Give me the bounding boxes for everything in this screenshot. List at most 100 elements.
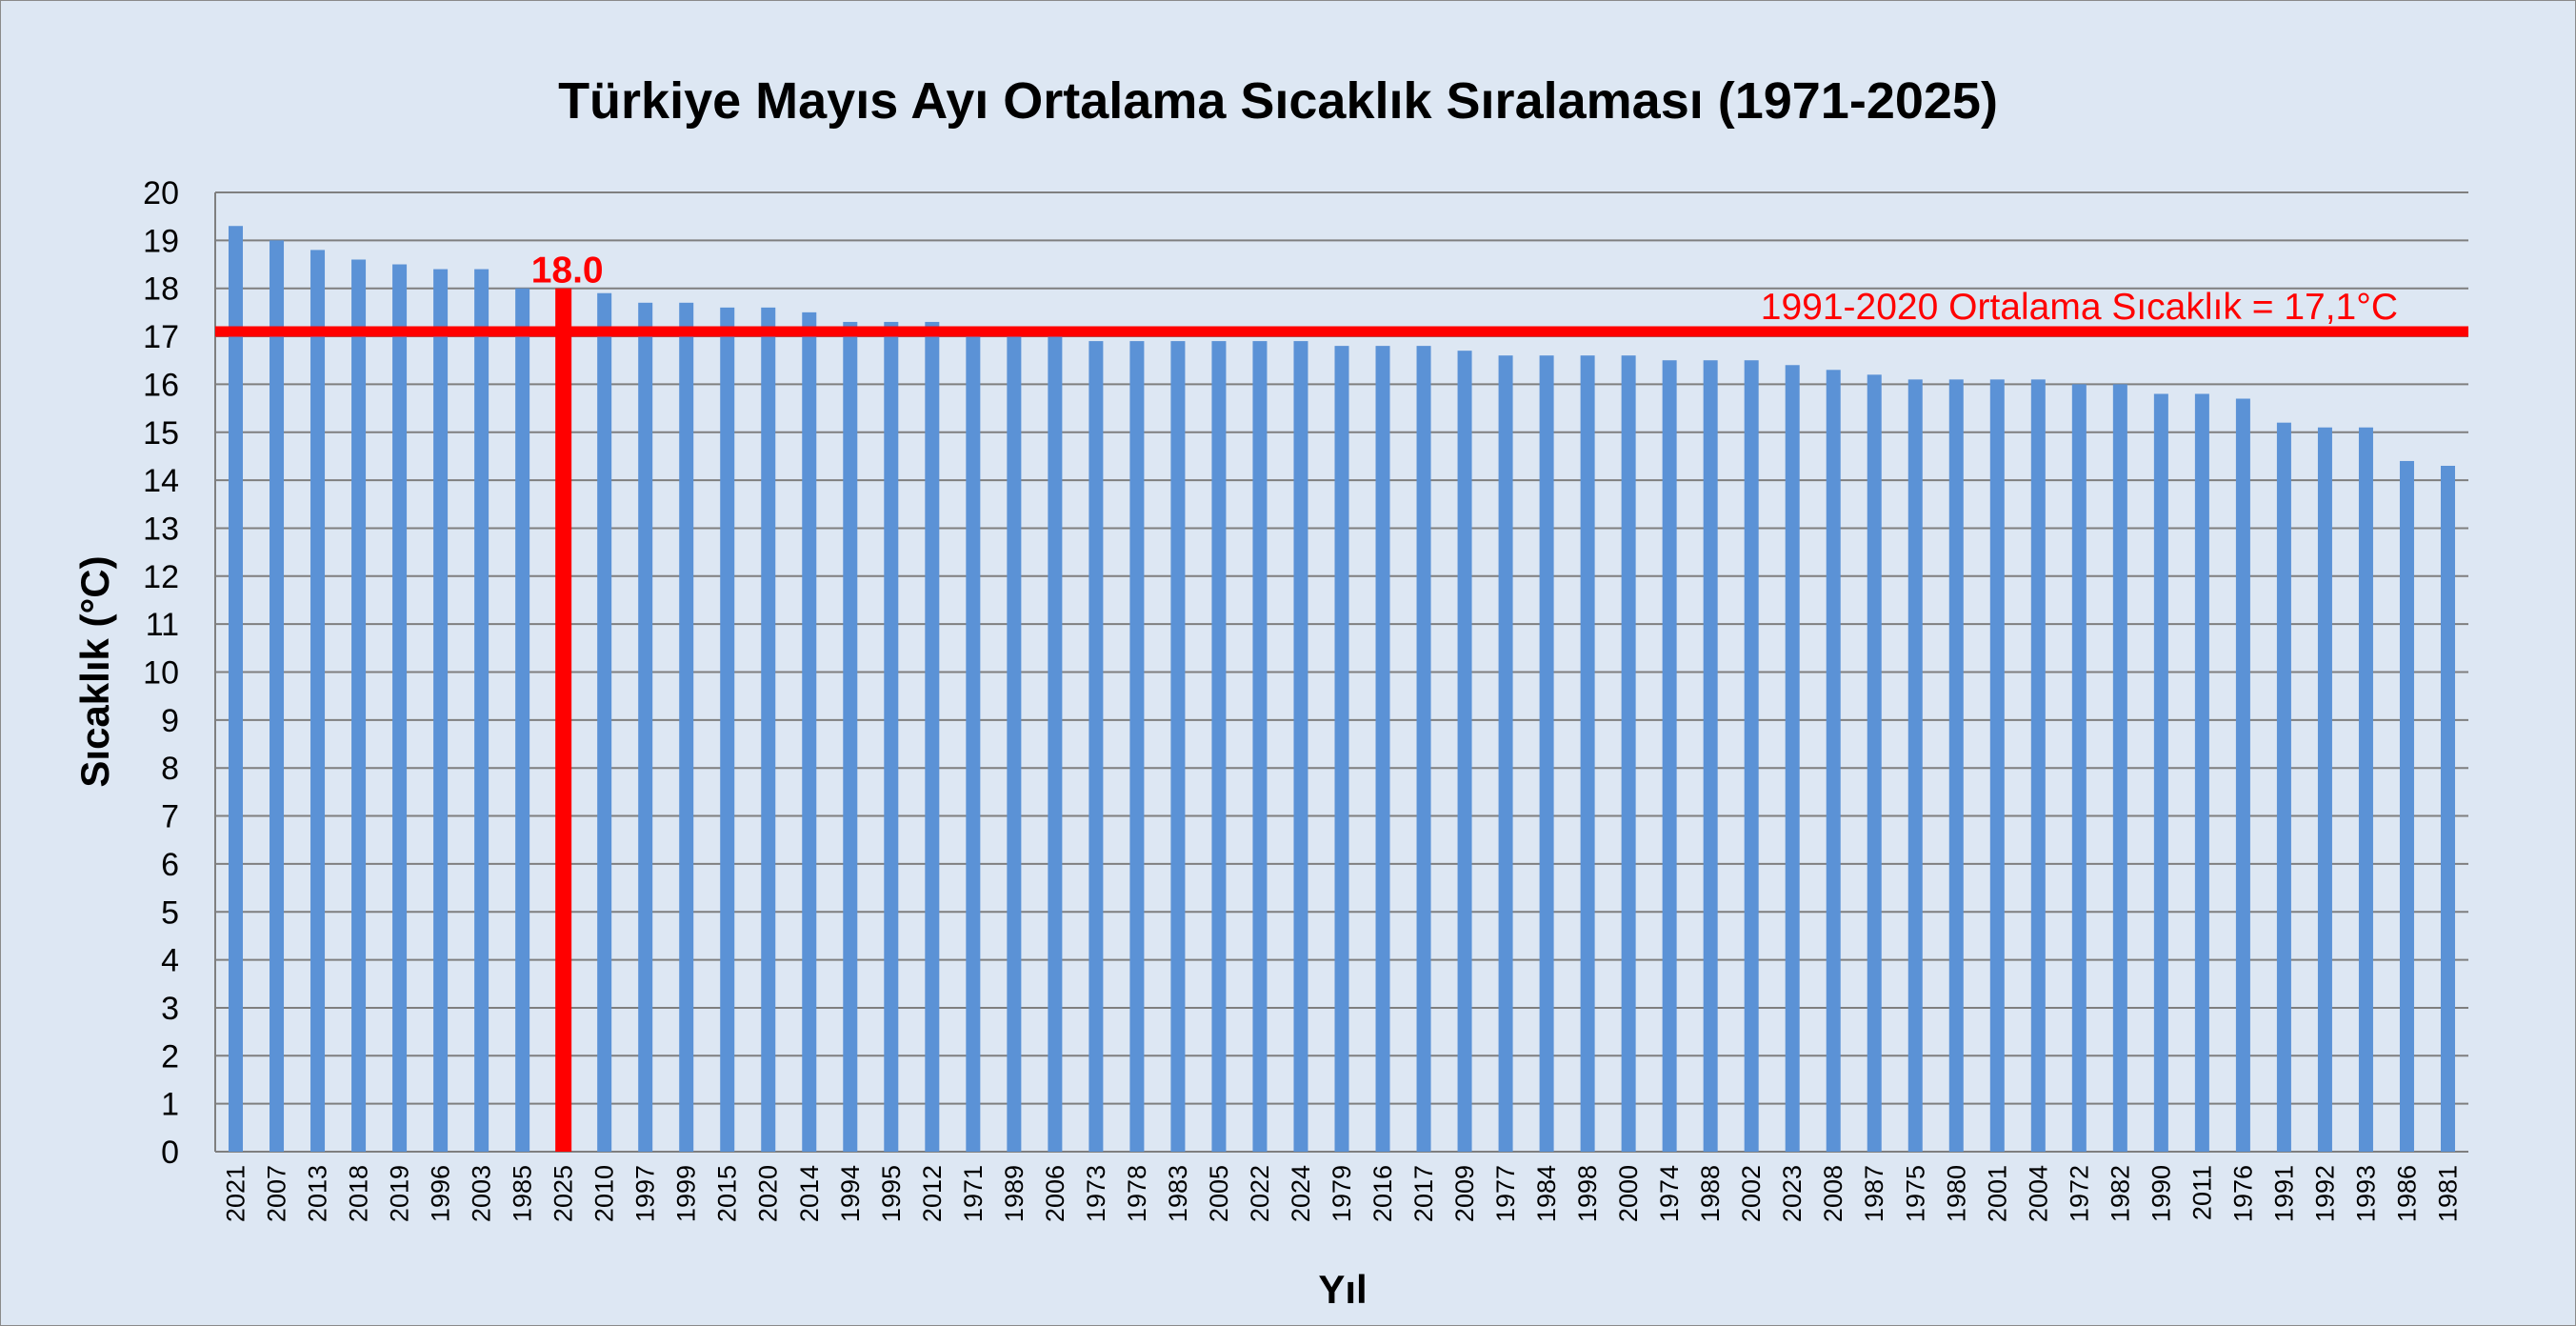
bar-1992 [2317, 427, 2332, 1153]
x-tick-label: 2009 [1450, 1165, 1479, 1222]
bar-2003 [474, 269, 489, 1152]
x-tick-label: 2011 [2187, 1165, 2216, 1220]
x-tick-label: 1985 [509, 1165, 537, 1222]
x-tick-label: 2022 [1246, 1165, 1274, 1222]
bar-2018 [351, 259, 367, 1152]
bar-1994 [843, 321, 858, 1152]
bar-1987 [1867, 374, 1882, 1153]
x-tick-label: 1972 [2065, 1165, 2093, 1222]
x-tick-label: 1971 [959, 1165, 988, 1222]
bar-1998 [1580, 355, 1595, 1152]
x-tick-label: 1988 [1696, 1165, 1725, 1222]
y-tick-label: 6 [161, 847, 179, 883]
bar-2022 [1252, 341, 1268, 1153]
bar-2012 [925, 321, 940, 1152]
x-tick-label: 1976 [2228, 1165, 2257, 1222]
x-tick-label: 1983 [1164, 1165, 1192, 1222]
bar-2000 [1621, 355, 1636, 1152]
bar-1980 [1948, 379, 1964, 1152]
bar-2013 [310, 250, 326, 1152]
x-tick-label: 1995 [877, 1165, 906, 1222]
y-tick-label: 20 [143, 175, 179, 211]
bar-2021 [229, 226, 244, 1152]
bar-1997 [638, 302, 653, 1152]
x-tick-label: 2004 [2024, 1165, 2052, 1222]
x-tick-label: 1986 [2392, 1165, 2421, 1222]
bar-1985 [515, 288, 530, 1152]
bar-1976 [2235, 398, 2250, 1152]
x-tick-label: 2010 [590, 1165, 619, 1222]
y-tick-label: 4 [161, 943, 179, 979]
bar-1971 [966, 332, 981, 1152]
bar-1983 [1170, 341, 1186, 1153]
y-tick-label: 7 [161, 799, 179, 835]
x-tick-label: 2013 [304, 1165, 332, 1222]
y-tick-label: 10 [143, 655, 179, 692]
bar-1979 [1334, 346, 1349, 1152]
x-tick-label: 1973 [1082, 1165, 1110, 1222]
x-tick-label: 2025 [549, 1165, 578, 1222]
y-tick-label: 11 [146, 607, 179, 643]
x-tick-label: 1978 [1123, 1165, 1151, 1222]
bar-2020 [761, 307, 776, 1153]
y-tick-label: 2 [161, 1038, 179, 1075]
y-tick-label: 3 [161, 991, 179, 1027]
x-tick-label: 1992 [2310, 1165, 2339, 1222]
bar-1990 [2153, 393, 2168, 1153]
bar-1986 [2399, 460, 2414, 1153]
x-tick-label: 2006 [1041, 1165, 1069, 1222]
x-tick-label: 2014 [795, 1165, 824, 1222]
x-tick-label: 1993 [2351, 1165, 2380, 1222]
bar-1988 [1703, 360, 1718, 1153]
bar-1996 [433, 269, 449, 1152]
bar-2009 [1457, 351, 1472, 1152]
reference-line-label: 1991-2020 Ortalama Sıcaklık = 17,1°C [1761, 287, 2398, 328]
bar-2008 [1826, 370, 1841, 1152]
x-tick-label: 1977 [1491, 1165, 1520, 1222]
bar-2016 [1375, 346, 1390, 1152]
x-tick-label: 2000 [1614, 1165, 1643, 1222]
y-tick-label: 14 [143, 463, 179, 499]
bar-2023 [1785, 365, 1800, 1152]
bar-2024 [1293, 341, 1308, 1153]
bar-1993 [2358, 427, 2373, 1153]
x-tick-label: 2020 [754, 1165, 783, 1222]
y-tick-label: 8 [161, 751, 179, 787]
x-tick-label: 1989 [1000, 1165, 1028, 1222]
bar-1989 [1007, 336, 1022, 1152]
x-tick-label: 1994 [836, 1165, 865, 1222]
x-tick-label: 2018 [345, 1165, 373, 1222]
bar-1974 [1662, 360, 1677, 1153]
y-tick-label: 17 [143, 319, 179, 355]
bar-1981 [2440, 465, 2455, 1152]
bar-2014 [802, 311, 817, 1152]
x-tick-label: 2015 [713, 1165, 742, 1222]
x-tick-label: 1997 [631, 1165, 660, 1222]
bar-1995 [884, 321, 899, 1152]
x-tick-label: 1981 [2433, 1165, 2462, 1222]
bar-1984 [1539, 355, 1554, 1152]
annotations: 1991-2020 Ortalama Sıcaklık = 17,1°C 18.0 [215, 251, 2468, 337]
x-tick-label: 2019 [386, 1165, 414, 1222]
x-tick-label: 1990 [2147, 1165, 2175, 1222]
bar-2007 [270, 240, 285, 1153]
x-tick-label: 2003 [468, 1165, 496, 1222]
x-tick-label: 1975 [1901, 1165, 1929, 1222]
y-tick-label: 9 [161, 703, 179, 739]
x-tick-label: 2012 [918, 1165, 947, 1222]
bar-1982 [2112, 384, 2127, 1152]
bar-2004 [2030, 379, 2046, 1152]
bar-1977 [1498, 355, 1513, 1152]
x-tick-label: 2007 [263, 1165, 291, 1222]
bar-2015 [720, 307, 735, 1153]
y-tick-label: 0 [161, 1135, 179, 1171]
x-tick-label: 1999 [672, 1165, 701, 1222]
x-tick-label: 1980 [1942, 1165, 1970, 1222]
bar-2025 [555, 288, 572, 1152]
x-tick-label: 1979 [1328, 1165, 1356, 1222]
x-tick-label: 2023 [1778, 1165, 1807, 1222]
y-tick-label: 5 [161, 894, 179, 931]
x-tick-label: 1996 [427, 1165, 455, 1222]
